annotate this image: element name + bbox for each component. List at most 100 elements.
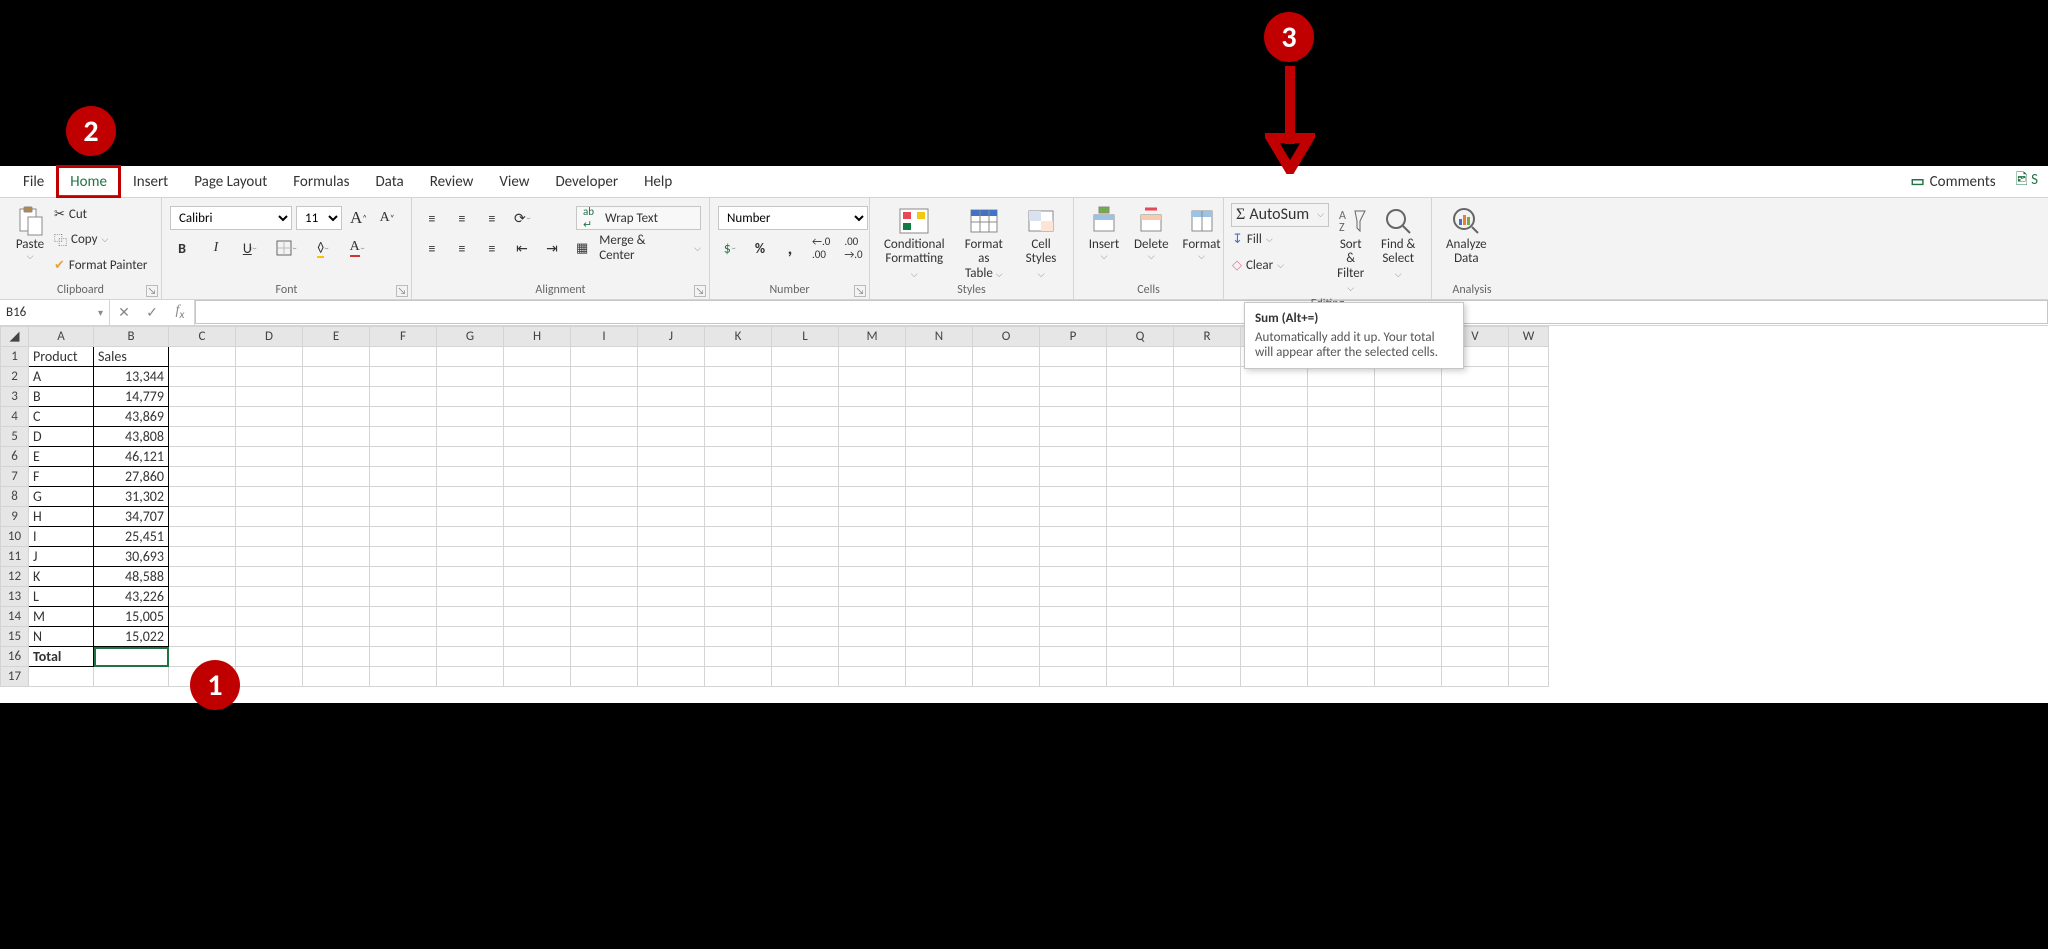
- cell-G2[interactable]: [437, 367, 504, 387]
- cell-L10[interactable]: [772, 527, 839, 547]
- cell-W13[interactable]: [1509, 587, 1549, 607]
- tab-help[interactable]: Help: [631, 166, 685, 198]
- col-header-O[interactable]: O: [973, 327, 1040, 347]
- cell-V8[interactable]: [1442, 487, 1509, 507]
- cell-T10[interactable]: [1308, 527, 1375, 547]
- cell-C9[interactable]: [169, 507, 236, 527]
- font-color-button[interactable]: A: [345, 236, 369, 260]
- cell-R9[interactable]: [1174, 507, 1241, 527]
- cell-G14[interactable]: [437, 607, 504, 627]
- cell-A2[interactable]: A: [29, 367, 94, 387]
- cell-R11[interactable]: [1174, 547, 1241, 567]
- cell-E9[interactable]: [303, 507, 370, 527]
- align-middle-button[interactable]: ≡: [450, 206, 474, 230]
- cell-A3[interactable]: B: [29, 387, 94, 407]
- cell-V13[interactable]: [1442, 587, 1509, 607]
- italic-button[interactable]: I: [204, 236, 228, 260]
- cell-J12[interactable]: [638, 567, 705, 587]
- cell-C14[interactable]: [169, 607, 236, 627]
- cell-E11[interactable]: [303, 547, 370, 567]
- row-header-1[interactable]: 1: [1, 347, 29, 367]
- cell-C1[interactable]: [169, 347, 236, 367]
- col-header-R[interactable]: R: [1174, 327, 1241, 347]
- cell-H7[interactable]: [504, 467, 571, 487]
- cell-D7[interactable]: [236, 467, 303, 487]
- cell-F12[interactable]: [370, 567, 437, 587]
- col-header-Q[interactable]: Q: [1107, 327, 1174, 347]
- cell-B4[interactable]: 43,869: [94, 407, 169, 427]
- cell-L9[interactable]: [772, 507, 839, 527]
- cell-J1[interactable]: [638, 347, 705, 367]
- cell-H16[interactable]: [504, 647, 571, 667]
- cell-Q14[interactable]: [1107, 607, 1174, 627]
- cell-W4[interactable]: [1509, 407, 1549, 427]
- cell-V3[interactable]: [1442, 387, 1509, 407]
- col-header-G[interactable]: G: [437, 327, 504, 347]
- increase-font-button[interactable]: A˄: [346, 206, 371, 230]
- cell-O9[interactable]: [973, 507, 1040, 527]
- cell-D14[interactable]: [236, 607, 303, 627]
- row-header-4[interactable]: 4: [1, 407, 29, 427]
- clear-button[interactable]: ◇Clear⌵: [1232, 253, 1328, 277]
- cell-R2[interactable]: [1174, 367, 1241, 387]
- cell-E10[interactable]: [303, 527, 370, 547]
- cell-K3[interactable]: [705, 387, 772, 407]
- cell-J2[interactable]: [638, 367, 705, 387]
- number-dialog-launcher[interactable]: ↘: [854, 285, 866, 297]
- bold-button[interactable]: B: [170, 236, 194, 260]
- cell-E12[interactable]: [303, 567, 370, 587]
- cell-J9[interactable]: [638, 507, 705, 527]
- cell-W3[interactable]: [1509, 387, 1549, 407]
- cell-F11[interactable]: [370, 547, 437, 567]
- cell-J7[interactable]: [638, 467, 705, 487]
- cell-V17[interactable]: [1442, 667, 1509, 687]
- analyze-data-button[interactable]: AnalyzeData: [1440, 202, 1493, 269]
- cell-G6[interactable]: [437, 447, 504, 467]
- cell-H2[interactable]: [504, 367, 571, 387]
- cell-B10[interactable]: 25,451: [94, 527, 169, 547]
- cell-P16[interactable]: [1040, 647, 1107, 667]
- cell-M16[interactable]: [839, 647, 906, 667]
- cell-E2[interactable]: [303, 367, 370, 387]
- cell-W6[interactable]: [1509, 447, 1549, 467]
- cell-J15[interactable]: [638, 627, 705, 647]
- cell-D16[interactable]: [236, 647, 303, 667]
- cell-L2[interactable]: [772, 367, 839, 387]
- cell-I2[interactable]: [571, 367, 638, 387]
- cell-F2[interactable]: [370, 367, 437, 387]
- cell-C11[interactable]: [169, 547, 236, 567]
- cell-Q8[interactable]: [1107, 487, 1174, 507]
- accounting-format-button[interactable]: $: [718, 236, 742, 260]
- cell-V16[interactable]: [1442, 647, 1509, 667]
- cell-A14[interactable]: M: [29, 607, 94, 627]
- merge-center-button[interactable]: ▦ Merge & Center ⌵: [576, 236, 701, 260]
- cell-G10[interactable]: [437, 527, 504, 547]
- cell-E6[interactable]: [303, 447, 370, 467]
- cell-O6[interactable]: [973, 447, 1040, 467]
- cell-K5[interactable]: [705, 427, 772, 447]
- row-header-15[interactable]: 15: [1, 627, 29, 647]
- cell-Q5[interactable]: [1107, 427, 1174, 447]
- cell-L4[interactable]: [772, 407, 839, 427]
- cell-K16[interactable]: [705, 647, 772, 667]
- cell-S14[interactable]: [1241, 607, 1308, 627]
- row-header-11[interactable]: 11: [1, 547, 29, 567]
- row-header-2[interactable]: 2: [1, 367, 29, 387]
- cell-S4[interactable]: [1241, 407, 1308, 427]
- col-header-K[interactable]: K: [705, 327, 772, 347]
- cell-N3[interactable]: [906, 387, 973, 407]
- cell-K10[interactable]: [705, 527, 772, 547]
- cell-J8[interactable]: [638, 487, 705, 507]
- name-box[interactable]: B16▾: [0, 300, 110, 325]
- cell-I10[interactable]: [571, 527, 638, 547]
- cell-T13[interactable]: [1308, 587, 1375, 607]
- cell-U10[interactable]: [1375, 527, 1442, 547]
- cell-N16[interactable]: [906, 647, 973, 667]
- cell-G13[interactable]: [437, 587, 504, 607]
- cell-O7[interactable]: [973, 467, 1040, 487]
- cell-K12[interactable]: [705, 567, 772, 587]
- align-right-button[interactable]: ≡: [480, 236, 504, 260]
- cell-D12[interactable]: [236, 567, 303, 587]
- cell-L15[interactable]: [772, 627, 839, 647]
- cell-Q15[interactable]: [1107, 627, 1174, 647]
